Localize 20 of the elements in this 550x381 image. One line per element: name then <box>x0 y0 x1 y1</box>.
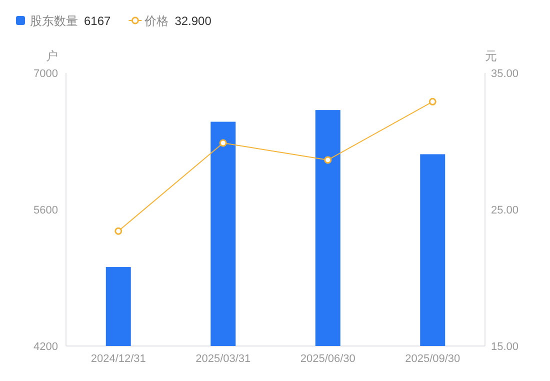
y2-tick-label: 15.00 <box>491 341 519 353</box>
y-tick-label: 7000 <box>34 68 58 80</box>
point <box>114 227 122 235</box>
x-tick-label: 2025/03/31 <box>196 353 251 365</box>
text: 6167 <box>84 14 112 28</box>
y2-tick-label: 25.00 <box>491 204 519 216</box>
legend-label: 价格 <box>144 14 169 28</box>
legend-label: 股东数量 <box>30 14 78 28</box>
point <box>428 98 436 106</box>
x-tick-label: 2025/09/30 <box>405 353 460 365</box>
y-tick-label: 4200 <box>34 341 58 353</box>
point <box>219 139 227 147</box>
point <box>324 156 332 164</box>
y2-tick-label: 35.00 <box>491 68 519 80</box>
text: 32.900 <box>174 14 212 28</box>
y-axis-title: 户 <box>46 49 58 63</box>
x-tick-label: 2024/12/31 <box>90 353 146 365</box>
x-tick-label: 2025/06/30 <box>300 353 356 365</box>
y-tick-label: 5600 <box>34 204 58 216</box>
y2-axis-title: 元 <box>485 49 497 63</box>
